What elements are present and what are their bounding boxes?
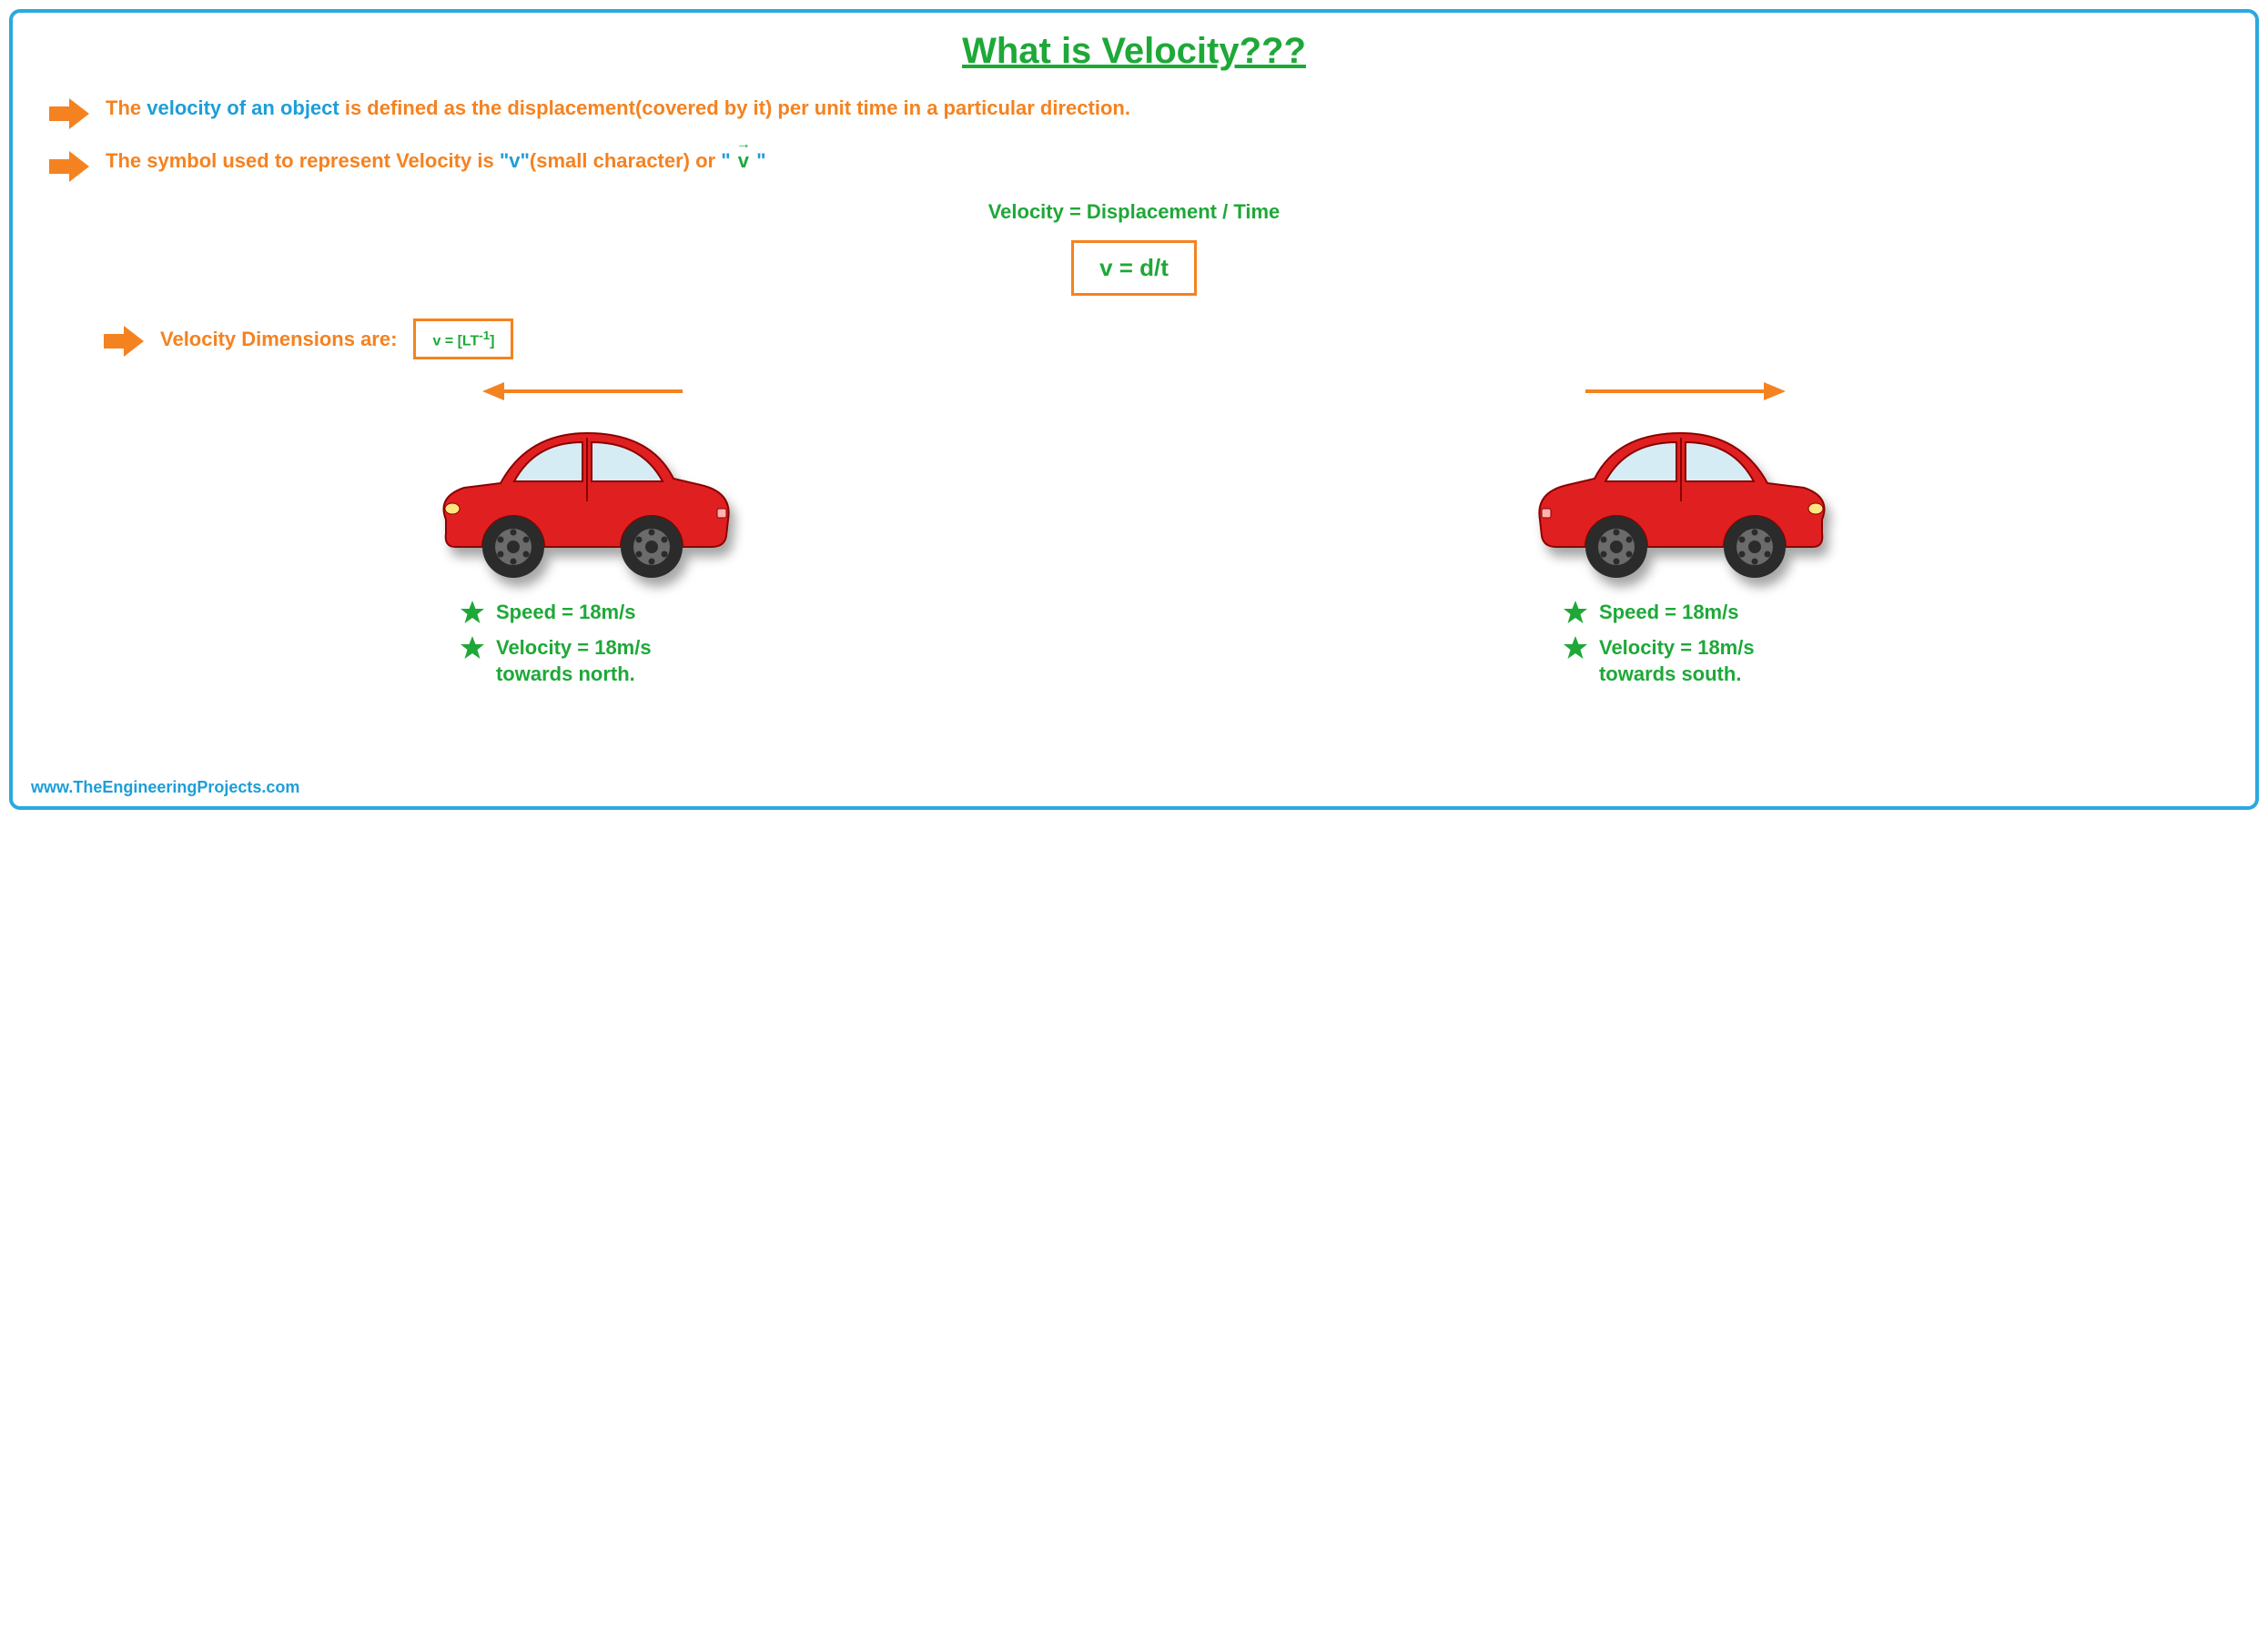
car-right-icon — [1531, 410, 1840, 583]
cars-comparison: Speed = 18m/s Velocity = 18m/s towards n… — [49, 378, 2219, 687]
star-icon — [1563, 600, 1588, 625]
bullet-symbol: The symbol used to represent Velocity is… — [49, 147, 2219, 182]
car-right-velocity: Velocity = 18m/s towards south. — [1599, 635, 1808, 687]
dimensions-label: Velocity Dimensions are: — [160, 328, 397, 351]
definition-text: The velocity of an object is defined as … — [106, 95, 1130, 123]
arrow-left-icon — [482, 378, 683, 405]
dimensions-row: Velocity Dimensions are: v = [LT-1] — [104, 318, 2219, 359]
car-left-column: Speed = 18m/s Velocity = 18m/s towards n… — [95, 378, 1071, 687]
symbol-text: The symbol used to represent Velocity is… — [106, 147, 766, 176]
bullet-definition: The velocity of an object is defined as … — [49, 95, 2219, 129]
car-left-speed: Speed = 18m/s — [496, 600, 635, 626]
car-right-stats: Speed = 18m/s Velocity = 18m/s towards s… — [1563, 600, 1808, 687]
car-left-icon — [428, 410, 737, 583]
page-title: What is Velocity??? — [49, 31, 2219, 72]
star-icon — [460, 600, 485, 625]
infographic-frame: What is Velocity??? The velocity of an o… — [9, 9, 2259, 810]
formula-box: v = d/t — [1071, 240, 1197, 296]
star-icon — [1563, 635, 1588, 661]
arrow-right-icon — [1585, 378, 1786, 405]
star-icon — [460, 635, 485, 661]
car-right-column: Speed = 18m/s Velocity = 18m/s towards s… — [1198, 378, 2174, 687]
dimensions-box: v = [LT-1] — [413, 318, 513, 359]
arrow-right-icon — [49, 98, 89, 129]
arrow-right-icon — [49, 151, 89, 182]
car-left-stats: Speed = 18m/s Velocity = 18m/s towards n… — [460, 600, 705, 687]
car-right-speed: Speed = 18m/s — [1599, 600, 1738, 626]
arrow-right-icon — [104, 326, 144, 357]
car-left-velocity: Velocity = 18m/s towards north. — [496, 635, 705, 687]
vector-arrow-icon: → — [736, 135, 751, 155]
source-link[interactable]: www.TheEngineeringProjects.com — [31, 778, 299, 797]
formula-words: Velocity = Displacement / Time — [49, 200, 2219, 224]
